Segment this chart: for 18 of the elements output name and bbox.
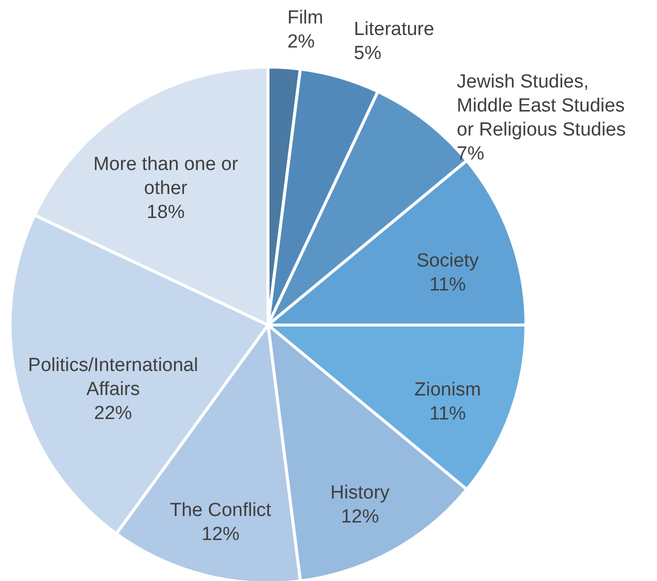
slice-label: The Conflict [170,500,272,521]
slice-label: Society [416,250,480,272]
slice-label: Literature [354,19,434,40]
data-label: 5% [354,43,382,64]
data-label: 12% [340,506,380,528]
slice-label: More than one or other [93,154,239,199]
slice-label: History [330,482,390,504]
slice-label: Film [287,8,324,29]
slice-label: Jewish Studies, Middle East Studies or Religious Studies [456,72,626,141]
data-label: 18% [146,202,185,223]
data-label: 22% [94,402,132,424]
slice-label: Zionism [414,380,481,401]
data-label: 11% [429,274,466,296]
data-label: 11% [429,404,466,425]
data-label: 7% [456,144,484,165]
data-label: 2% [287,32,315,53]
data-label: 12% [202,524,240,545]
slice-label: Politics/International Affairs [28,354,198,400]
